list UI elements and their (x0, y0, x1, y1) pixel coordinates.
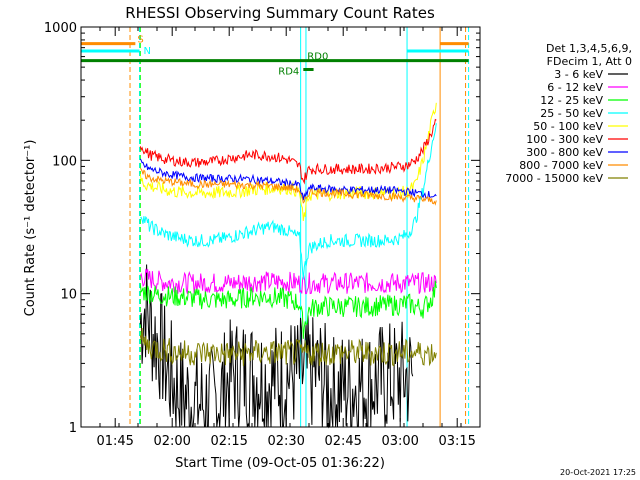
y-tick-label: 10 (60, 288, 77, 303)
legend-header-line-2: FDecim 1, Att 0 (547, 55, 632, 68)
x-tick-label: 02:30 (267, 434, 304, 449)
state-bar-label: N (144, 46, 151, 57)
footer-date: 20-Oct-2021 17:25 (560, 468, 636, 477)
y-tick-label: 1 (69, 421, 77, 436)
x-tick-label: 03:00 (381, 434, 418, 449)
series-line-25-50-kev (140, 123, 437, 280)
y-axis-label: Count Rate (s⁻¹ detector⁻¹) (23, 140, 38, 317)
legend-header-line-1: Det 1,3,4,5,6,9, (546, 42, 632, 55)
legend: Det 1,3,4,5,6,9, FDecim 1, Att 0 3 - 6 k… (505, 42, 632, 185)
legend-label: 6 - 12 keV (547, 81, 603, 94)
x-tick-label: 02:45 (324, 434, 361, 449)
x-tick-label: 01:45 (96, 434, 133, 449)
state-bar-label: RD0 (307, 52, 328, 63)
chart-title: RHESSI Observing Summary Count Rates (125, 4, 435, 22)
legend-label: 50 - 100 keV (533, 120, 603, 133)
legend-label: 12 - 25 keV (540, 94, 603, 107)
series-line-300-800-kev (139, 158, 437, 201)
x-tick-label: 02:00 (153, 434, 190, 449)
state-bar-label: RD4 (278, 67, 299, 78)
vertical-markers (80, 27, 470, 427)
x-axis-ticks: 01:45 02:00 02:15 02:30 02:45 03:00 03:15 (80, 27, 481, 449)
plot-frame (80, 26, 481, 428)
series-lines (139, 102, 437, 429)
series-line-6-12-kev (139, 268, 437, 296)
series-line-12-25-kev (139, 280, 437, 339)
state-bar-label: S (137, 35, 143, 46)
series-line-100-300-kev (139, 118, 437, 185)
legend-label: 800 - 7000 keV (519, 159, 603, 172)
series-line-7000-15000-kev (139, 327, 437, 367)
legend-label: 100 - 300 keV (526, 133, 603, 146)
y-axis-ticks: 1 10 100 1000 (44, 21, 480, 436)
x-axis-label: Start Time (09-Oct-05 01:36:22) (175, 456, 385, 471)
x-tick-label: 03:15 (438, 434, 475, 449)
legend-label: 300 - 800 keV (526, 146, 603, 159)
legend-label: 25 - 50 keV (540, 107, 603, 120)
y-tick-label: 1000 (44, 21, 77, 36)
legend-label: 7000 - 15000 keV (505, 172, 603, 185)
x-tick-label: 02:15 (210, 434, 247, 449)
legend-label: 3 - 6 keV (554, 68, 603, 81)
series-line-800-7000-kev (139, 167, 437, 206)
y-tick-label: 100 (52, 154, 77, 169)
state-bars: SN RD0 RD4 (81, 35, 469, 78)
